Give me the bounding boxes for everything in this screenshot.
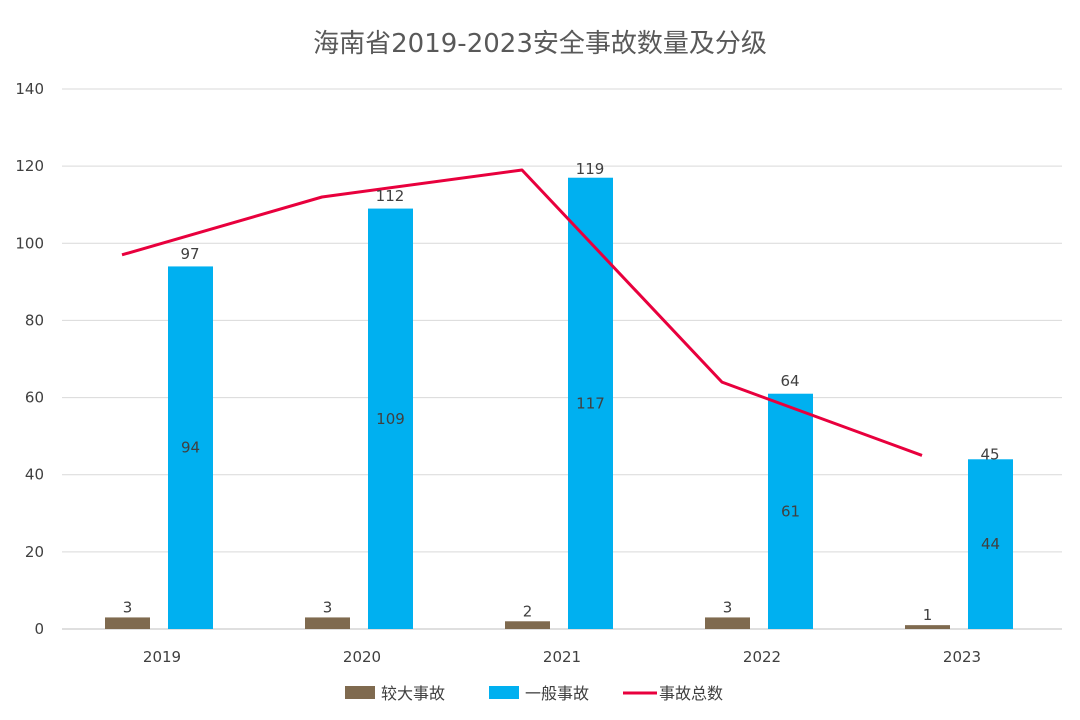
label-major-2019: 3 <box>123 598 133 616</box>
label-total-2023: 45 <box>980 445 999 463</box>
x-tick-label-2022: 2022 <box>743 648 781 666</box>
y-axis: 0 20 40 60 80 100 120 140 <box>15 80 44 638</box>
bar-general-2022 <box>768 393 813 629</box>
bar-general-2021 <box>568 177 613 629</box>
series-line-total <box>121 168 923 457</box>
legend-label-0: 较大事故 <box>381 684 445 703</box>
label-total-2019: 97 <box>180 245 199 263</box>
y-tick-label: 40 <box>25 466 44 484</box>
label-total-2020: 112 <box>376 187 405 205</box>
y-tick-label: 20 <box>25 543 44 561</box>
y-tick-label: 100 <box>15 234 44 252</box>
bar-major-2023 <box>905 625 950 629</box>
label-major-2022: 3 <box>723 598 733 616</box>
legend-swatch-1 <box>489 686 519 699</box>
chart-title: 海南省2019-2023安全事故数量及分级 <box>313 29 767 59</box>
label-major-2023: 1 <box>923 606 933 624</box>
label-total-2022: 64 <box>780 372 799 390</box>
y-tick-label: 80 <box>25 311 44 329</box>
label-general-2020: 109 <box>376 410 405 428</box>
y-tick-label: 0 <box>34 620 44 638</box>
bar-general-2020 <box>368 208 413 630</box>
grid <box>62 88 1062 630</box>
bar-major-2020 <box>305 617 350 629</box>
legend-label-1: 一般事故 <box>525 684 589 703</box>
x-tick-label-2019: 2019 <box>143 648 181 666</box>
legend: 较大事故 一般事故 事故总数 <box>345 684 723 703</box>
data-labels: 3 94 3 109 2 117 3 61 1 44 97 112 119 64 45 <box>123 160 1000 624</box>
x-tick-label-2021: 2021 <box>543 648 581 666</box>
label-general-2019: 94 <box>181 439 200 457</box>
y-tick-label: 120 <box>15 157 44 175</box>
bar-major-2021 <box>505 621 550 629</box>
bar-major-2019 <box>105 617 150 629</box>
x-axis: 2019 2020 2021 2022 2023 <box>143 648 981 666</box>
label-general-2022: 61 <box>781 502 800 520</box>
x-tick-label-2023: 2023 <box>943 648 981 666</box>
label-major-2021: 2 <box>523 602 533 620</box>
bars <box>105 177 1013 630</box>
label-major-2020: 3 <box>323 598 333 616</box>
y-tick-label: 60 <box>25 389 44 407</box>
x-tick-label-2020: 2020 <box>343 648 381 666</box>
label-total-2021: 119 <box>576 160 605 178</box>
legend-swatch-0 <box>345 686 375 699</box>
legend-label-2: 事故总数 <box>659 684 723 703</box>
bar-general-2023 <box>968 459 1013 629</box>
label-general-2023: 44 <box>981 535 1000 553</box>
bar-general-2019 <box>168 266 213 629</box>
y-tick-label: 140 <box>15 80 44 98</box>
bar-major-2022 <box>705 617 750 629</box>
total-line <box>121 168 923 457</box>
label-general-2021: 117 <box>576 394 605 412</box>
